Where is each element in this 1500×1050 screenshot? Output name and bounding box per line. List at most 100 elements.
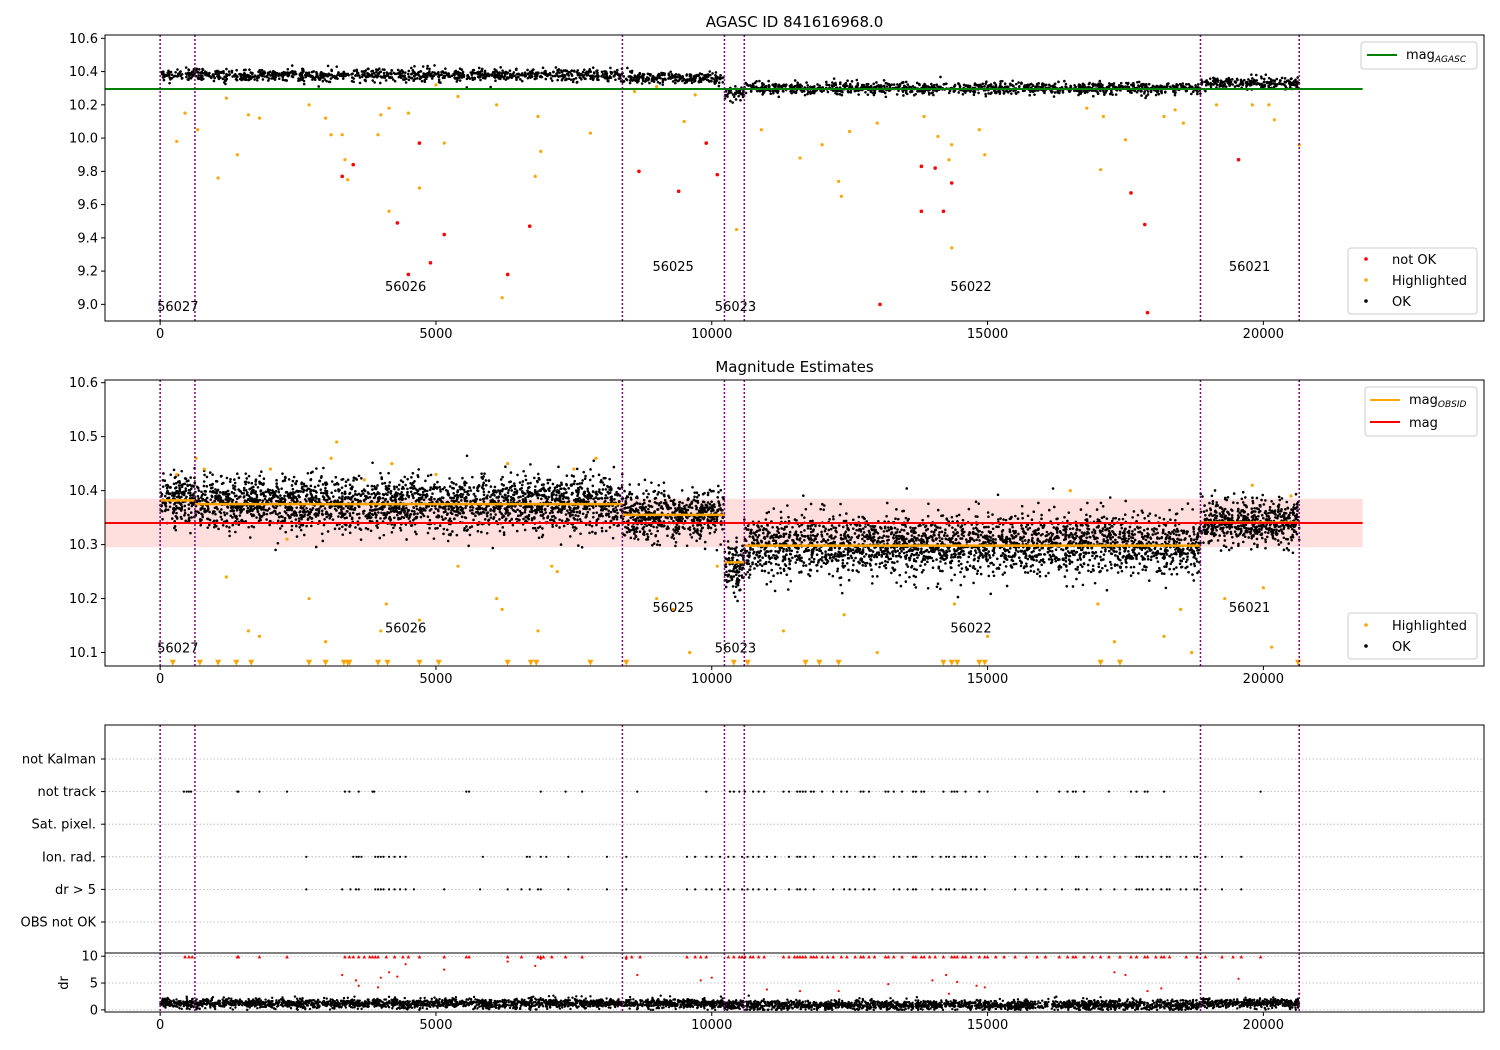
ok-point — [415, 532, 418, 536]
ok-point — [392, 485, 396, 488]
ok-point — [573, 529, 576, 532]
ok-point — [423, 75, 426, 79]
ok-point — [305, 71, 309, 75]
ok-point — [197, 497, 201, 500]
highlighted-point — [183, 111, 187, 115]
highlighted-point — [759, 128, 764, 132]
ok-point — [268, 488, 272, 492]
ok-point — [1052, 95, 1056, 98]
ok-point — [213, 76, 216, 80]
ok-point — [421, 512, 424, 516]
ok-point — [574, 77, 578, 80]
obsid-label: 56021 — [1229, 260, 1270, 275]
ok-point — [385, 488, 389, 492]
ok-point — [607, 509, 611, 513]
ok-point — [424, 493, 428, 497]
ok-point — [678, 76, 682, 80]
ok-point — [1103, 93, 1106, 96]
ok-point — [570, 491, 574, 495]
ok-point — [179, 503, 183, 507]
ok-point — [768, 85, 771, 88]
ok-point — [208, 523, 211, 527]
ok-point — [962, 83, 966, 87]
ok-point — [347, 73, 350, 77]
ok-point — [386, 500, 390, 504]
ok-point — [200, 490, 203, 494]
ok-point — [407, 75, 411, 79]
ok-point — [241, 73, 245, 77]
ok-point — [502, 533, 506, 536]
ok-point — [591, 490, 595, 493]
not-ok-point — [933, 166, 937, 170]
ok-point — [1030, 82, 1033, 86]
ok-point — [826, 90, 830, 94]
ok-point — [782, 83, 786, 87]
ok-point — [610, 497, 614, 501]
ok-point — [1265, 81, 1269, 85]
highlighted-point — [387, 106, 391, 110]
ok-point — [389, 518, 393, 521]
ok-point — [434, 507, 437, 510]
ok-point — [420, 79, 424, 83]
ok-point — [1290, 77, 1293, 80]
ok-point — [496, 507, 500, 511]
ok-point — [729, 99, 732, 103]
ok-point — [273, 495, 276, 498]
ok-point — [519, 495, 522, 499]
ok-point — [413, 479, 416, 483]
ok-point — [513, 484, 517, 488]
ok-point — [533, 476, 536, 480]
ok-point — [291, 513, 294, 516]
ok-point — [656, 80, 660, 84]
ok-point — [987, 92, 990, 95]
ok-point — [771, 89, 775, 93]
ok-point — [410, 524, 414, 527]
ok-point — [219, 70, 223, 74]
obsid-label: 56023 — [715, 300, 756, 315]
ok-point — [996, 90, 1000, 93]
ok-point — [474, 71, 478, 75]
ok-point — [375, 486, 378, 490]
ok-point — [485, 514, 489, 518]
ok-point — [165, 74, 168, 77]
ok-point — [532, 68, 535, 71]
ok-point — [724, 90, 728, 93]
ok-point — [197, 489, 201, 492]
ok-point — [283, 497, 286, 500]
ok-point — [616, 493, 619, 497]
ok-point — [161, 478, 165, 482]
ok-point — [489, 85, 492, 89]
ok-point — [169, 78, 172, 81]
ok-point — [273, 78, 277, 81]
ok-point — [1296, 80, 1299, 84]
ok-point — [1051, 84, 1055, 88]
ok-point — [344, 496, 348, 499]
ok-point — [302, 482, 306, 486]
ok-point — [838, 92, 842, 96]
ok-point — [513, 490, 516, 494]
ok-point — [538, 525, 542, 528]
ok-point — [1101, 83, 1104, 87]
ok-point — [918, 89, 922, 93]
not-ok-point — [351, 162, 356, 167]
ok-point — [455, 505, 458, 508]
ok-point — [440, 515, 444, 519]
ok-point — [700, 72, 704, 76]
ok-point — [173, 526, 176, 530]
ok-point — [302, 69, 305, 72]
ok-point — [504, 496, 507, 500]
highlighted-point — [417, 186, 422, 190]
ok-point — [185, 495, 188, 499]
ok-point — [528, 490, 532, 494]
ok-point — [265, 512, 269, 516]
ok-point — [177, 495, 181, 499]
ok-point — [685, 78, 688, 82]
ok-point — [383, 68, 386, 72]
ok-point — [516, 72, 520, 76]
ok-point — [188, 76, 191, 80]
ok-point — [1143, 84, 1147, 88]
ok-point — [590, 524, 594, 528]
ok-point — [378, 497, 382, 500]
ok-point — [607, 79, 610, 83]
ok-point — [492, 75, 496, 79]
